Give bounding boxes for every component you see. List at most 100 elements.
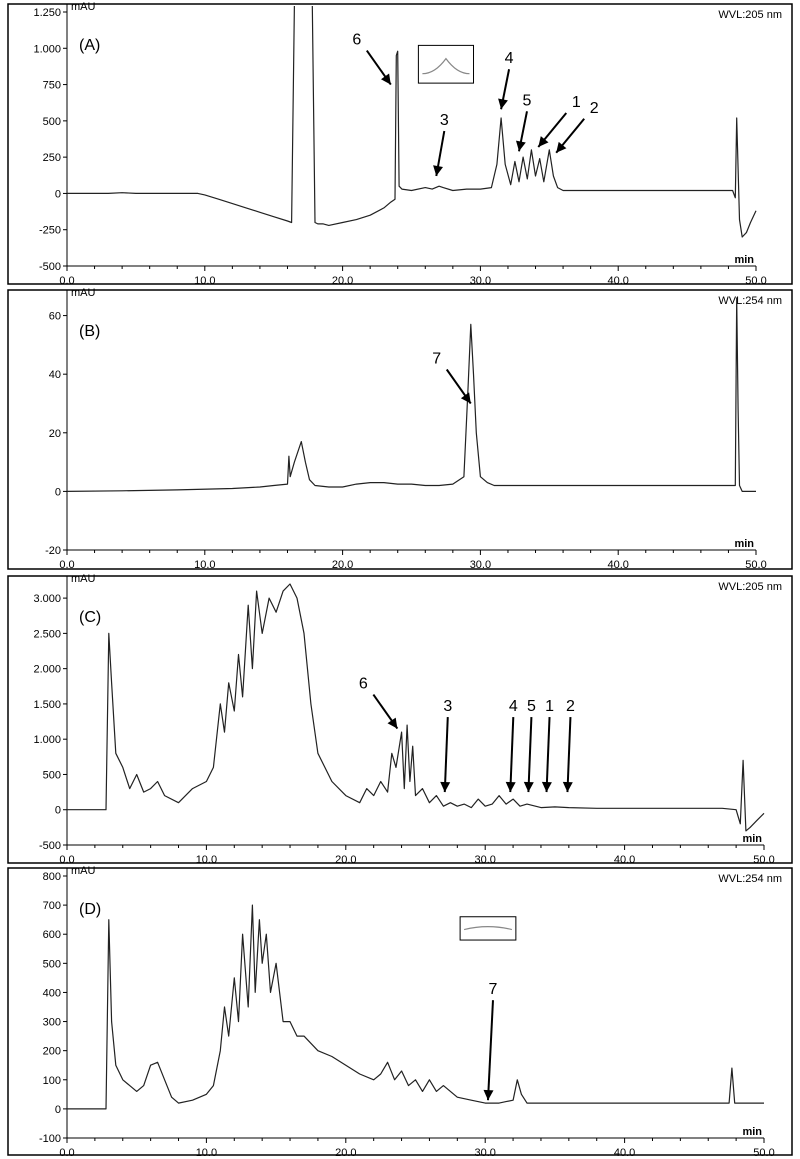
panel-d-y-label: mAU xyxy=(71,865,96,877)
panel-c-detector: WVL:205 nm xyxy=(718,581,782,593)
annotation-label: 4 xyxy=(509,698,518,715)
panel-d-inset-curve xyxy=(463,926,513,931)
panel-b-y-tick-label: 20 xyxy=(49,428,61,440)
panel-c-x-tick-label: 50.0 xyxy=(753,854,774,866)
panel-d-inset xyxy=(459,916,517,941)
panel-a-detector: WVL:205 nm xyxy=(718,9,782,21)
panel-d-y-tick-label: 700 xyxy=(43,900,61,912)
panel-c-x-tick-label: 10.0 xyxy=(196,854,217,866)
panel-a-frame xyxy=(7,3,793,285)
panel-c-y-label: mAU xyxy=(71,573,96,585)
annotation-arrow-head xyxy=(505,781,516,793)
panel-a-y-tick-label: 500 xyxy=(43,116,61,128)
panel-b-y-tick-label: 40 xyxy=(49,369,61,381)
panel-a-x-tick-label: 0.0 xyxy=(59,275,74,287)
panel-b: -20 0 20 40 60 0.0 10.0 20.0 30.0 40.0 50.0 mAU min W… xyxy=(7,287,793,571)
panel-a-y-tick-label: -500 xyxy=(39,261,61,273)
annotation-label: 2 xyxy=(590,100,599,117)
panel-b-y-label: mAU xyxy=(71,287,96,299)
panel-a-y-tick-label: 750 xyxy=(43,80,61,92)
panel-c-y-tick-label: 0 xyxy=(55,805,61,817)
annotation-arrow-head xyxy=(556,141,567,153)
panel-c-y-tick-label: 2.000 xyxy=(33,664,61,676)
panel-c-x-tick-label: 30.0 xyxy=(474,854,495,866)
panel-a-x-tick-label: 30.0 xyxy=(470,275,491,287)
annotation-label: 1 xyxy=(545,698,554,715)
panel-d-y-tick-label: -100 xyxy=(39,1133,61,1145)
panel-a-y-tick-label: 1.250 xyxy=(33,7,61,19)
annotation-arrow-head xyxy=(460,392,471,404)
panel-d: -100 0 100 200 300 400 500 600 700 800 0.0 10.0 20.0… xyxy=(7,865,793,1159)
annotation-arrow-head xyxy=(387,717,398,729)
annotation-label: 3 xyxy=(440,112,449,129)
panel-b-label: (B) xyxy=(79,323,100,340)
panel-c-y-tick-label: 500 xyxy=(43,769,61,781)
annotation-label: 4 xyxy=(505,50,514,67)
panel-a-y-label: mAU xyxy=(71,1,96,13)
annotation-label: 6 xyxy=(359,676,368,693)
panel-b-x-tick-label: 50.0 xyxy=(745,559,766,571)
panel-c-y-tick-label: 3.000 xyxy=(33,593,61,605)
panel-a-inset-curve xyxy=(422,57,470,75)
panel-a-annotation-2: 2 xyxy=(555,100,599,154)
panel-a-annotation-3: 3 xyxy=(433,112,449,177)
panel-a-x-unit: min xyxy=(734,254,754,266)
panel-a-x-tick-label: 10.0 xyxy=(194,275,215,287)
panel-d-annotation-7: 7 xyxy=(483,981,498,1101)
panel-c-annotation-3: 3 xyxy=(440,698,452,793)
annotation-arrow-head xyxy=(538,136,549,147)
panel-d-x-tick-label: 30.0 xyxy=(474,1147,495,1159)
annotation-label: 5 xyxy=(527,698,536,715)
panel-c-y-tick-label: 1.500 xyxy=(33,699,61,711)
panel-d-label: (D) xyxy=(79,901,101,918)
panel-c-annotation-6: 6 xyxy=(359,676,399,730)
panel-d-y-tick-label: 0 xyxy=(55,1104,61,1116)
annotation-label: 5 xyxy=(523,92,532,109)
panel-b-frame xyxy=(7,289,793,570)
annotation-arrow-shaft xyxy=(509,717,515,793)
panel-a-x-tick-label: 40.0 xyxy=(607,275,628,287)
panel-d-x-unit: min xyxy=(742,1126,762,1138)
panel-d-y-tick-label: 200 xyxy=(43,1046,61,1058)
panel-a-y-tick-label: 0 xyxy=(55,188,61,200)
panel-b-x-tick-label: 10.0 xyxy=(194,559,215,571)
panel-c-x-unit: min xyxy=(742,833,762,845)
panel-a-annotation-6: 6 xyxy=(352,32,392,86)
panel-a: -500 -250 0 250 500 750 1.000 1.250 0.0 10.0 20.0 3… xyxy=(7,1,793,287)
panel-c-x-tick-label: 0.0 xyxy=(59,854,74,866)
panel-c-y-tick-label: 2.500 xyxy=(33,628,61,640)
panel-c-trace xyxy=(67,583,765,832)
panel-d-frame xyxy=(7,867,793,1156)
panel-b-x-unit: min xyxy=(734,538,754,550)
panel-c-label: (C) xyxy=(79,609,101,626)
annotation-arrow-head xyxy=(483,1089,494,1101)
panel-c-y-tick-label: 1.000 xyxy=(33,734,61,746)
panel-b-x-tick-label: 40.0 xyxy=(607,559,628,571)
panel-c-x-tick-label: 40.0 xyxy=(614,854,635,866)
panel-d-x-tick-label: 40.0 xyxy=(614,1147,635,1159)
annotation-arrow-head xyxy=(541,781,552,793)
annotation-arrow-head xyxy=(498,98,508,110)
panel-c-annotation-2: 2 xyxy=(562,698,575,793)
panel-c-annotation-4: 4 xyxy=(505,698,518,793)
panel-a-y-tick-label: 1.000 xyxy=(33,43,61,55)
annotation-arrow-head xyxy=(433,165,443,176)
annotation-arrow-shaft xyxy=(566,717,572,793)
panel-b-annotation-7: 7 xyxy=(432,350,472,405)
annotation-label: 7 xyxy=(432,350,441,367)
panel-c-frame xyxy=(7,575,793,864)
annotation-arrow-shaft xyxy=(486,1000,494,1101)
panel-d-y-tick-label: 100 xyxy=(43,1075,61,1087)
panel-a-inset-box xyxy=(417,44,475,84)
panel-a-label: (A) xyxy=(79,37,100,54)
panel-a-y-tick-label: -250 xyxy=(39,225,61,237)
panel-b-x-tick-label: 0.0 xyxy=(59,559,74,571)
annotation-arrow-head xyxy=(523,781,534,793)
annotation-label: 2 xyxy=(566,698,575,715)
panel-d-y-tick-label: 600 xyxy=(43,929,61,941)
panel-d-y-tick-label: 800 xyxy=(43,871,61,883)
panel-d-y-tick-label: 400 xyxy=(43,987,61,999)
panel-a-y-tick-label: 250 xyxy=(43,152,61,164)
annotation-arrow-shaft xyxy=(545,717,551,793)
panel-c-x-tick-label: 20.0 xyxy=(335,854,356,866)
